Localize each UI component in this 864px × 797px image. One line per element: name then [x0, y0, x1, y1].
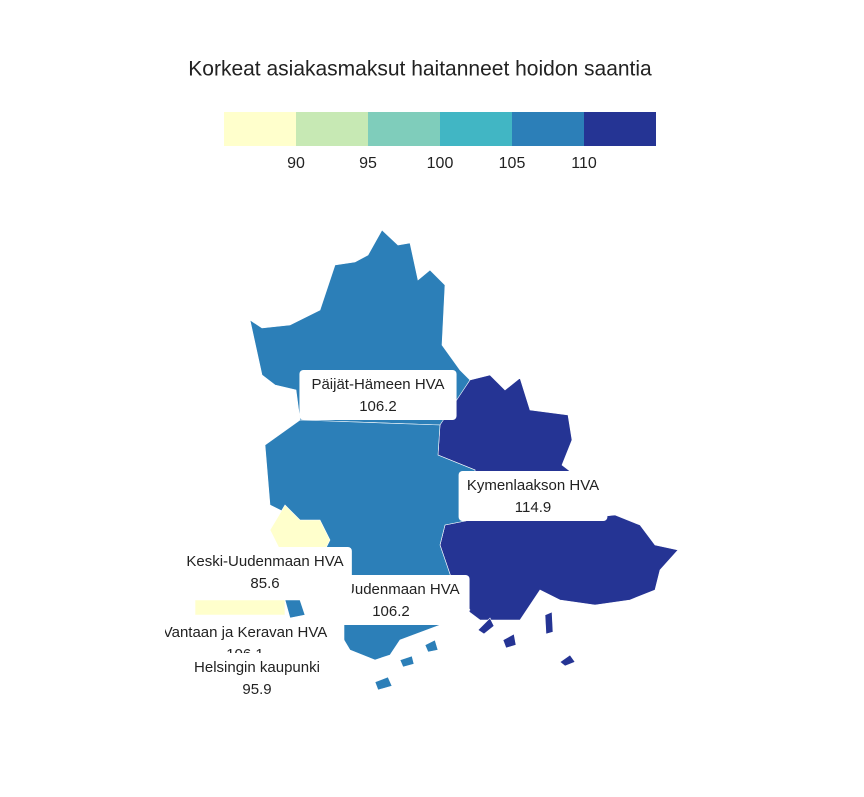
chart-title: Korkeat asiakasmaksut haitanneet hoidon …	[188, 58, 652, 81]
label-box	[458, 471, 608, 521]
region-label: Helsingin kaupunki 95.9	[174, 653, 340, 703]
label-box	[178, 547, 352, 597]
region	[284, 599, 306, 619]
region	[477, 617, 495, 635]
legend-swatch	[584, 112, 656, 146]
region	[194, 599, 286, 616]
legend-swatch	[296, 112, 368, 146]
region	[399, 655, 415, 668]
region-name: Kymenlaakson HVA	[467, 477, 599, 494]
region-label: Kymenlaakson HVA 114.9	[458, 471, 608, 521]
map: Päijät-Hämeen HVA 106.2 Kymenlaakson HVA 11…	[163, 229, 679, 703]
region-name: Itä-Uudenmaan HVA	[322, 581, 459, 598]
region-value: 106.2	[359, 398, 397, 415]
region-name: Vantaan ja Keravan HVA	[163, 624, 328, 641]
label-box	[174, 653, 340, 703]
region	[374, 676, 393, 691]
region	[559, 654, 576, 667]
region-name: Päijät-Hämeen HVA	[311, 376, 444, 393]
region-value: 85.6	[250, 575, 279, 592]
label-box	[299, 370, 457, 420]
legend: 90 95 100 105 110	[224, 112, 656, 172]
region-value: 114.9	[515, 499, 551, 516]
region-label: Keski-Uudenmaan HVA 85.6	[178, 547, 352, 597]
region	[544, 611, 554, 635]
region-name: Helsingin kaupunki	[194, 659, 320, 676]
legend-swatch	[224, 112, 296, 146]
legend-swatch	[512, 112, 584, 146]
legend-tick-label: 100	[427, 155, 454, 172]
legend-tick-label: 95	[359, 155, 377, 172]
region-name: Keski-Uudenmaan HVA	[186, 553, 343, 570]
region	[502, 633, 517, 649]
legend-swatch	[368, 112, 440, 146]
legend-tick-label: 110	[571, 155, 597, 172]
legend-swatch	[440, 112, 512, 146]
legend-tick-label: 105	[499, 155, 526, 172]
region	[424, 639, 439, 653]
legend-tick-label: 90	[287, 155, 305, 172]
region-value: 95.9	[242, 681, 271, 698]
region-value: 106.2	[372, 603, 410, 620]
region-label: Päijät-Hämeen HVA 106.2	[299, 370, 457, 420]
